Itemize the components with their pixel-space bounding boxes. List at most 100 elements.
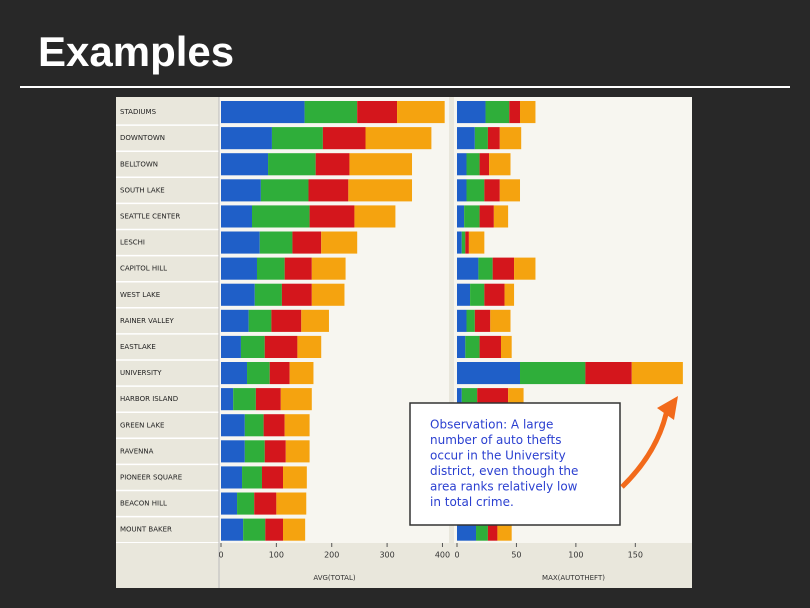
bar-segment <box>509 101 521 124</box>
bar-segment <box>260 179 309 202</box>
bar-segment <box>457 283 471 306</box>
bar-segment <box>489 153 511 176</box>
bar-segment <box>461 231 466 254</box>
arrow-head <box>657 396 678 420</box>
bar-segment <box>465 335 480 358</box>
bar-segment <box>247 362 270 385</box>
bar-segment <box>221 518 244 541</box>
category-label: WEST LAKE <box>120 291 160 299</box>
bar-segment <box>514 257 536 280</box>
category-label: SEATTLE CENTER <box>120 212 180 220</box>
x-tick-label: 100 <box>269 551 284 560</box>
bar-segment <box>256 257 285 280</box>
bar-segment <box>301 309 329 332</box>
bar-segment <box>237 492 255 515</box>
bar-segment <box>492 257 515 280</box>
bar-segment <box>285 440 310 463</box>
bar-segment <box>221 414 245 437</box>
category-label: HARBOR ISLAND <box>120 395 178 403</box>
plot-divider <box>449 97 454 588</box>
bar-segment <box>283 466 307 489</box>
bar-segment <box>263 414 285 437</box>
bar-segment <box>255 388 281 411</box>
bar-segment <box>221 101 305 124</box>
bar-segment <box>520 101 536 124</box>
bar-segment <box>479 335 501 358</box>
bar-segment <box>308 179 349 202</box>
bar-segment <box>457 362 521 385</box>
bar-segment <box>221 388 234 411</box>
bar-segment <box>221 283 255 306</box>
bar-segment <box>252 205 310 228</box>
bar-segment <box>493 205 509 228</box>
bar-segment <box>520 362 586 385</box>
bar-segment <box>261 466 284 489</box>
bar-segment <box>457 257 479 280</box>
x-tick-label: 300 <box>379 551 394 560</box>
bar-segment <box>233 388 256 411</box>
bar-segment <box>357 101 398 124</box>
bar-segment <box>631 362 683 385</box>
x-tick-label: 150 <box>628 551 643 560</box>
bar-segment <box>221 231 260 254</box>
bar-segment <box>221 440 245 463</box>
bar-segment <box>292 231 322 254</box>
bar-segment <box>466 153 480 176</box>
x-tick-label: 0 <box>218 551 223 560</box>
bar-segment <box>322 127 366 150</box>
bar-segment <box>499 179 521 202</box>
bar-segment <box>297 335 322 358</box>
annotation-box <box>409 402 621 526</box>
bar-segment <box>221 179 261 202</box>
bar-segment <box>457 388 462 411</box>
bar-segment <box>281 283 312 306</box>
bar-segment <box>221 492 238 515</box>
category-label: RAVENNA <box>120 447 154 455</box>
bar-segment <box>265 518 284 541</box>
x-axis-band <box>116 543 692 588</box>
bar-segment <box>289 362 314 385</box>
bar-segment <box>280 388 312 411</box>
annotation-line: district, even though the <box>430 464 578 478</box>
bar-segment <box>457 231 462 254</box>
bar-segment <box>244 440 265 463</box>
bar-segment <box>349 153 413 176</box>
bar-segment <box>490 309 511 332</box>
bar-segment <box>259 231 293 254</box>
category-label: SOUTH LAKE <box>120 186 165 194</box>
x-axis-title: AVG(TOTAL) <box>313 574 355 582</box>
category-column <box>116 97 219 588</box>
x-axis-title: MAX(AUTOTHEFT) <box>542 574 605 582</box>
bar-segment <box>487 127 500 150</box>
bar-segment <box>585 362 632 385</box>
annotation-line: Observation: A large <box>430 418 553 432</box>
bar-segment <box>354 205 396 228</box>
annotation-line: occur in the University <box>430 449 566 463</box>
bar-segment <box>268 153 316 176</box>
bar-segment <box>487 518 498 541</box>
bar-segment <box>311 257 346 280</box>
bar-segment <box>221 205 253 228</box>
bar-segment <box>283 518 306 541</box>
bar-segment <box>221 127 272 150</box>
category-label: GREEN LAKE <box>120 421 164 429</box>
bar-segment <box>484 283 505 306</box>
bar-segment <box>468 231 485 254</box>
bar-segment <box>315 153 350 176</box>
bar-segment <box>397 101 445 124</box>
bar-segment <box>242 466 262 489</box>
category-label: STADIUMS <box>120 108 157 116</box>
bar-segment <box>248 309 272 332</box>
bar-segment <box>321 231 358 254</box>
bar-segment <box>466 179 485 202</box>
bar-segment <box>499 127 522 150</box>
bar-segment <box>457 101 486 124</box>
bar-segment <box>269 362 290 385</box>
category-label: DOWNTOWN <box>120 134 165 142</box>
bar-segment <box>240 335 265 358</box>
x-tick-label: 100 <box>568 551 583 560</box>
bar-segment <box>457 309 467 332</box>
